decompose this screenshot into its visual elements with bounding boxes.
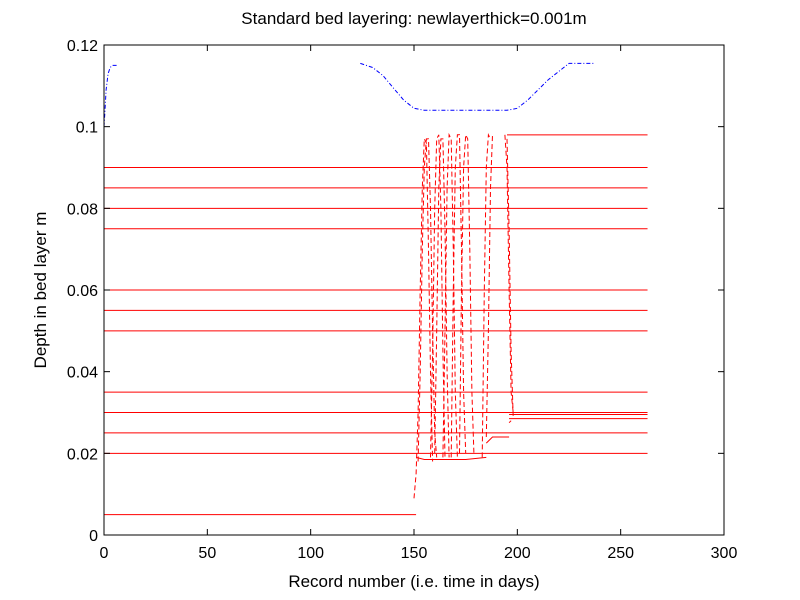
series-3-segment-0: [415, 456, 487, 460]
y-tick-label: 0.08: [67, 201, 98, 218]
x-tick-label: 100: [297, 545, 324, 562]
series-0-segment-1: [360, 62, 594, 111]
ticks-group: 0 50 100 150 200 250 300 0 0.02 0.04 0.06 0.08 0.1 0.…: [67, 38, 738, 562]
y-tick-label: 0.12: [67, 38, 98, 55]
series-group: [103, 62, 648, 516]
series-2-segment-8: [485, 134, 493, 438]
x-tick-label: 0: [100, 545, 109, 562]
x-tick-label: 150: [401, 545, 428, 562]
x-axis-label: Record number (i.e. time in days): [288, 572, 539, 591]
series-2-segment-0: [413, 136, 434, 499]
series-2-segment-9: [504, 134, 514, 413]
series-2-segment-1: [417, 138, 438, 462]
y-tick-label: 0.02: [67, 446, 98, 463]
series-2-segment-4: [442, 132, 458, 458]
series-3-segment-1: [485, 436, 510, 444]
y-tick-label: 0.06: [67, 283, 98, 300]
y-tick-label: 0: [89, 528, 98, 545]
y-tick-label: 0.1: [76, 120, 98, 137]
chart-title: Standard bed layering: newlayerthick=0.0…: [241, 9, 586, 28]
x-tick-label: 300: [711, 545, 738, 562]
series-2-segment-5: [450, 134, 467, 458]
series-2-segment-10: [506, 138, 514, 417]
series-2-segment-6: [459, 132, 475, 454]
series-2-segment-7: [481, 132, 491, 458]
y-axis-label: Depth in bed layer m: [31, 212, 50, 369]
x-tick-label: 250: [607, 545, 634, 562]
series-2-segment-2: [430, 134, 446, 458]
series-2-segment-3: [434, 138, 450, 458]
series-3-segment-2: [508, 420, 512, 424]
y-tick-label: 0.04: [67, 365, 98, 382]
x-tick-label: 200: [504, 545, 531, 562]
x-tick-label: 50: [198, 545, 216, 562]
